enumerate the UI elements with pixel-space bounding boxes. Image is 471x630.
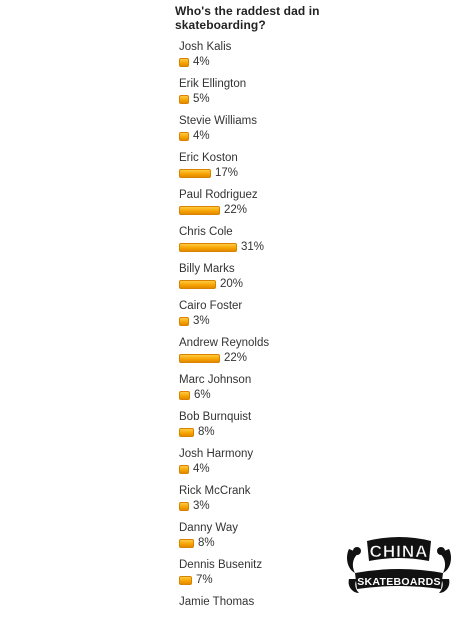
poll-result-row: 8% bbox=[179, 426, 215, 438]
dragon-left-icon bbox=[347, 547, 361, 593]
poll-result-row: 22% bbox=[179, 352, 247, 364]
logo-top-text: CHINA bbox=[370, 542, 429, 561]
poll-result-bar bbox=[179, 316, 189, 326]
poll-result-percent: 20% bbox=[220, 278, 244, 290]
poll-option[interactable]: Bob Burnquist 8% bbox=[173, 408, 363, 445]
poll-option[interactable]: Marc Johnson 6% bbox=[173, 371, 363, 408]
poll-result-bar bbox=[179, 242, 237, 252]
poll-result-bar bbox=[179, 464, 189, 474]
poll-result-bar bbox=[179, 279, 216, 289]
poll-result-bar bbox=[179, 501, 189, 511]
poll-option-label: Marc Johnson bbox=[179, 374, 252, 386]
poll-result-percent: 3% bbox=[193, 500, 210, 512]
poll-result-row: 3% bbox=[179, 315, 210, 327]
poll-option[interactable]: Josh Harmony 4% bbox=[173, 445, 363, 482]
poll-result-row: 3% bbox=[179, 500, 210, 512]
poll-result-percent: 22% bbox=[224, 352, 248, 364]
poll-result-row: 6% bbox=[179, 389, 211, 401]
poll-result-bar bbox=[179, 94, 189, 104]
poll-option[interactable]: Paul Rodriguez 22% bbox=[173, 186, 363, 223]
poll-option[interactable]: Stevie Williams 4% bbox=[173, 112, 363, 149]
poll-result-percent: 5% bbox=[193, 93, 210, 105]
poll-option-label: Erik Ellington bbox=[179, 78, 247, 90]
poll-result-row: 5% bbox=[179, 93, 210, 105]
poll-result-bar bbox=[179, 575, 192, 585]
poll-result-row: 4% bbox=[179, 56, 210, 68]
poll-option[interactable]: Jamie Thomas bbox=[173, 593, 363, 630]
poll-result-bar bbox=[179, 353, 220, 363]
poll-result-percent: 4% bbox=[193, 130, 210, 142]
poll-result-bar bbox=[179, 427, 194, 437]
poll-widget: Who's the raddest dad in skateboarding? … bbox=[173, 4, 363, 630]
poll-result-percent: 4% bbox=[193, 56, 210, 68]
poll-result-bar bbox=[179, 538, 194, 548]
poll-result-row: 4% bbox=[179, 463, 210, 475]
poll-option-label: Paul Rodriguez bbox=[179, 189, 258, 201]
poll-option-label: Josh Kalis bbox=[179, 41, 232, 53]
poll-option[interactable]: Dennis Busenitz 7% bbox=[173, 556, 363, 593]
poll-option-label: Billy Marks bbox=[179, 263, 235, 275]
poll-option-label: Josh Harmony bbox=[179, 448, 254, 460]
poll-option-label: Eric Koston bbox=[179, 152, 238, 164]
poll-result-row: 4% bbox=[179, 130, 210, 142]
poll-option[interactable]: Erik Ellington 5% bbox=[173, 75, 363, 112]
poll-option-label: Chris Cole bbox=[179, 226, 233, 238]
poll-option[interactable]: Danny Way 8% bbox=[173, 519, 363, 556]
poll-result-bar bbox=[179, 131, 189, 141]
poll-result-row: 20% bbox=[179, 278, 243, 290]
poll-result-row: 7% bbox=[179, 574, 213, 586]
poll-result-percent: 4% bbox=[193, 463, 210, 475]
poll-option-label: Jamie Thomas bbox=[179, 596, 255, 608]
poll-result-percent: 3% bbox=[193, 315, 210, 327]
poll-option-label: Rick McCrank bbox=[179, 485, 251, 497]
poll-option[interactable]: Andrew Reynolds 22% bbox=[173, 334, 363, 371]
poll-result-row: 8% bbox=[179, 537, 215, 549]
dragon-right-icon bbox=[437, 547, 451, 593]
poll-option[interactable]: Cairo Foster 3% bbox=[173, 297, 363, 334]
logo-bottom-text: SKATEBOARDS bbox=[357, 576, 441, 588]
poll-option[interactable]: Josh Kalis 4% bbox=[173, 38, 363, 75]
poll-result-row: 22% bbox=[179, 204, 247, 216]
poll-option-label: Stevie Williams bbox=[179, 115, 257, 127]
poll-result-bar bbox=[179, 57, 189, 67]
poll-result-percent: 8% bbox=[198, 537, 215, 549]
poll-option[interactable]: Rick McCrank 3% bbox=[173, 482, 363, 519]
poll-result-percent: 7% bbox=[196, 574, 213, 586]
poll-option-label: Andrew Reynolds bbox=[179, 337, 270, 349]
poll-option-label: Danny Way bbox=[179, 522, 239, 534]
poll-result-percent: 22% bbox=[224, 204, 248, 216]
poll-option-label: Cairo Foster bbox=[179, 300, 243, 312]
poll-options-list: Josh Kalis 4% Erik Ellington 5% Stevie Willi… bbox=[173, 38, 363, 630]
poll-option-label: Dennis Busenitz bbox=[179, 559, 263, 571]
poll-result-bar bbox=[179, 168, 211, 178]
poll-result-percent: 17% bbox=[215, 167, 239, 179]
poll-result-bar bbox=[179, 390, 190, 400]
poll-option[interactable]: Chris Cole 31% bbox=[173, 223, 363, 260]
poll-result-percent: 31% bbox=[241, 241, 265, 253]
china-skateboards-logo: CHINA SKATEBOARDS bbox=[347, 537, 451, 593]
poll-result-row: 17% bbox=[179, 167, 238, 179]
poll-result-percent: 6% bbox=[194, 389, 211, 401]
poll-option-label: Bob Burnquist bbox=[179, 411, 252, 423]
poll-question: Who's the raddest dad in skateboarding? bbox=[175, 4, 320, 32]
poll-result-percent: 8% bbox=[198, 426, 215, 438]
poll-option[interactable]: Eric Koston 17% bbox=[173, 149, 363, 186]
poll-option[interactable]: Billy Marks 20% bbox=[173, 260, 363, 297]
poll-result-bar bbox=[179, 205, 220, 215]
poll-result-row: 31% bbox=[179, 241, 264, 253]
